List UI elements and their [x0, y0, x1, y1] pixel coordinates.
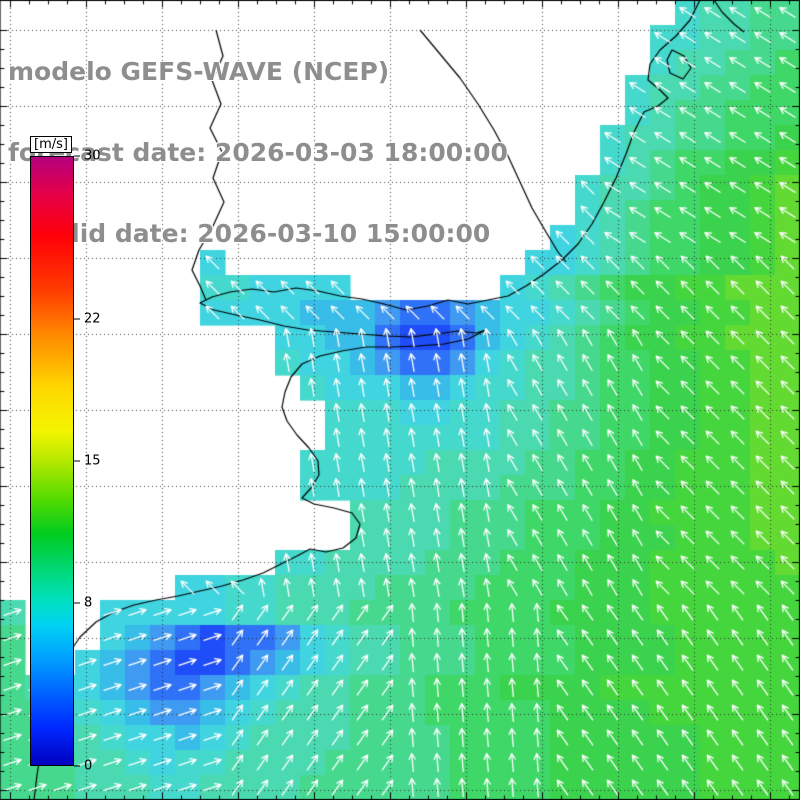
- title-block: modelo GEFS-WAVE (NCEP) forecast date: 2…: [8, 4, 508, 301]
- colorbar-tickmark: [74, 318, 80, 320]
- colorbar-tick-label: 15: [84, 453, 101, 469]
- colorbar-tick-label: 8: [84, 595, 93, 611]
- colorbar-tick-label: 22: [84, 311, 101, 327]
- forecast-date-label: forecast date: 2026-03-03 18:00:00: [8, 138, 508, 167]
- colorbar-gradient: [30, 156, 74, 766]
- colorbar: [m/s] 30 22 15 8 0: [30, 133, 101, 774]
- valid-date-label: valid date: 2026-03-10 15:00:00: [38, 219, 491, 248]
- colorbar-tickmark: [74, 155, 80, 157]
- colorbar-bar-wrap: 30 22 15 8 0: [30, 149, 101, 774]
- colorbar-tickmark: [74, 460, 80, 462]
- model-title: modelo GEFS-WAVE (NCEP): [8, 57, 390, 86]
- colorbar-ticks: 30 22 15 8 0: [30, 149, 101, 774]
- colorbar-tickmark: [74, 765, 80, 767]
- colorbar-tickmark: [74, 602, 80, 604]
- colorbar-tick-label: 0: [84, 758, 93, 774]
- colorbar-tick-label: 30: [84, 148, 101, 164]
- colorbar-units-label: [m/s]: [30, 136, 72, 153]
